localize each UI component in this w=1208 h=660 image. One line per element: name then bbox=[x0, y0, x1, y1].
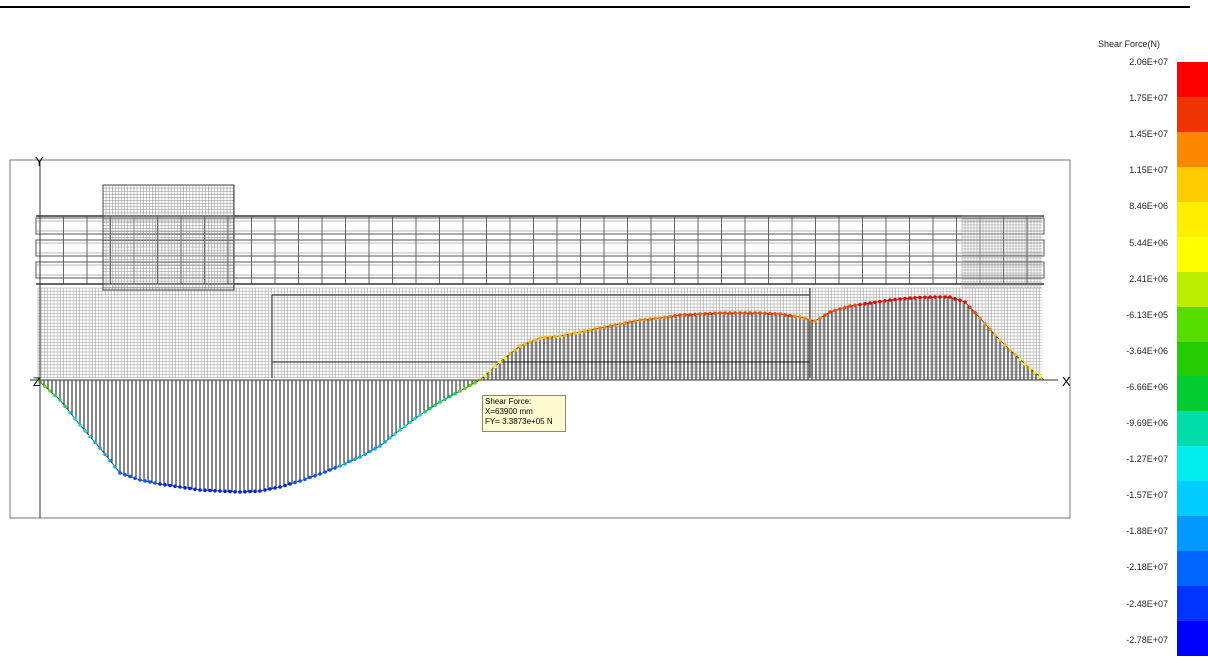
tooltip-title: Shear Force: bbox=[485, 397, 532, 406]
legend-swatch bbox=[1177, 166, 1208, 203]
legend-swatch bbox=[1177, 446, 1208, 482]
legend-swatch bbox=[1177, 62, 1208, 98]
legend-swatch bbox=[1177, 131, 1208, 168]
tooltip-fy: FY= 3.3873e+05 N bbox=[485, 417, 553, 426]
legend-swatch bbox=[1177, 551, 1208, 587]
legend-label: -1.57E+07 bbox=[1126, 490, 1168, 501]
legend-swatch bbox=[1177, 411, 1208, 447]
legend-label: 1.75E+07 bbox=[1129, 93, 1168, 104]
legend-label: 5.44E+06 bbox=[1129, 237, 1168, 248]
legend-swatch bbox=[1177, 201, 1208, 238]
legend-swatch bbox=[1177, 516, 1208, 552]
legend-swatch bbox=[1177, 271, 1208, 308]
tooltip-x: X=63900 mm bbox=[485, 407, 533, 416]
legend-label: -2.18E+07 bbox=[1126, 562, 1168, 573]
shear-force-diagram bbox=[38, 295, 1045, 494]
legend-title: Shear Force(N) bbox=[1098, 39, 1161, 49]
legend-label: 2.06E+07 bbox=[1129, 57, 1168, 67]
legend-label: 1.15E+07 bbox=[1129, 165, 1168, 176]
legend-label: -3.64E+06 bbox=[1126, 345, 1168, 356]
legend-label: 2.41E+06 bbox=[1129, 273, 1168, 284]
x-axis-label: X bbox=[1062, 374, 1071, 389]
top-border-line bbox=[0, 6, 1190, 8]
legend-label: -9.69E+06 bbox=[1126, 418, 1168, 428]
legend-swatch bbox=[1177, 376, 1208, 412]
view-frame bbox=[9, 159, 1071, 519]
legend-label: -1.88E+07 bbox=[1126, 526, 1168, 537]
legend-swatch bbox=[1177, 586, 1208, 622]
legend-label: -6.13E+05 bbox=[1126, 309, 1168, 320]
z-axis-label: Z bbox=[33, 375, 40, 389]
legend-swatch bbox=[1177, 481, 1208, 517]
legend-label: 8.46E+06 bbox=[1129, 201, 1168, 212]
legend-swatch bbox=[1177, 621, 1208, 657]
legend-labels: 2.06E+07 1.75E+07 1.45E+07 1.15E+07 8.46E+06… bbox=[1110, 0, 1168, 660]
legend-label: -1.27E+07 bbox=[1126, 454, 1168, 465]
legend-swatch bbox=[1177, 306, 1208, 343]
legend-swatch bbox=[1177, 341, 1208, 377]
shear-force-tooltip: Shear Force: X=63900 mm FY= 3.3873e+05 N bbox=[482, 395, 566, 432]
y-axis-label: Y bbox=[35, 154, 44, 169]
legend-swatch bbox=[1177, 236, 1208, 273]
legend-label: -2.48E+07 bbox=[1126, 598, 1168, 609]
legend-swatch bbox=[1177, 96, 1208, 133]
legend-label: -2.78E+07 bbox=[1126, 634, 1168, 645]
legend-label: -6.66E+06 bbox=[1126, 381, 1168, 392]
legend-color-bar bbox=[1177, 62, 1208, 657]
legend-label: 1.45E+07 bbox=[1129, 129, 1168, 140]
